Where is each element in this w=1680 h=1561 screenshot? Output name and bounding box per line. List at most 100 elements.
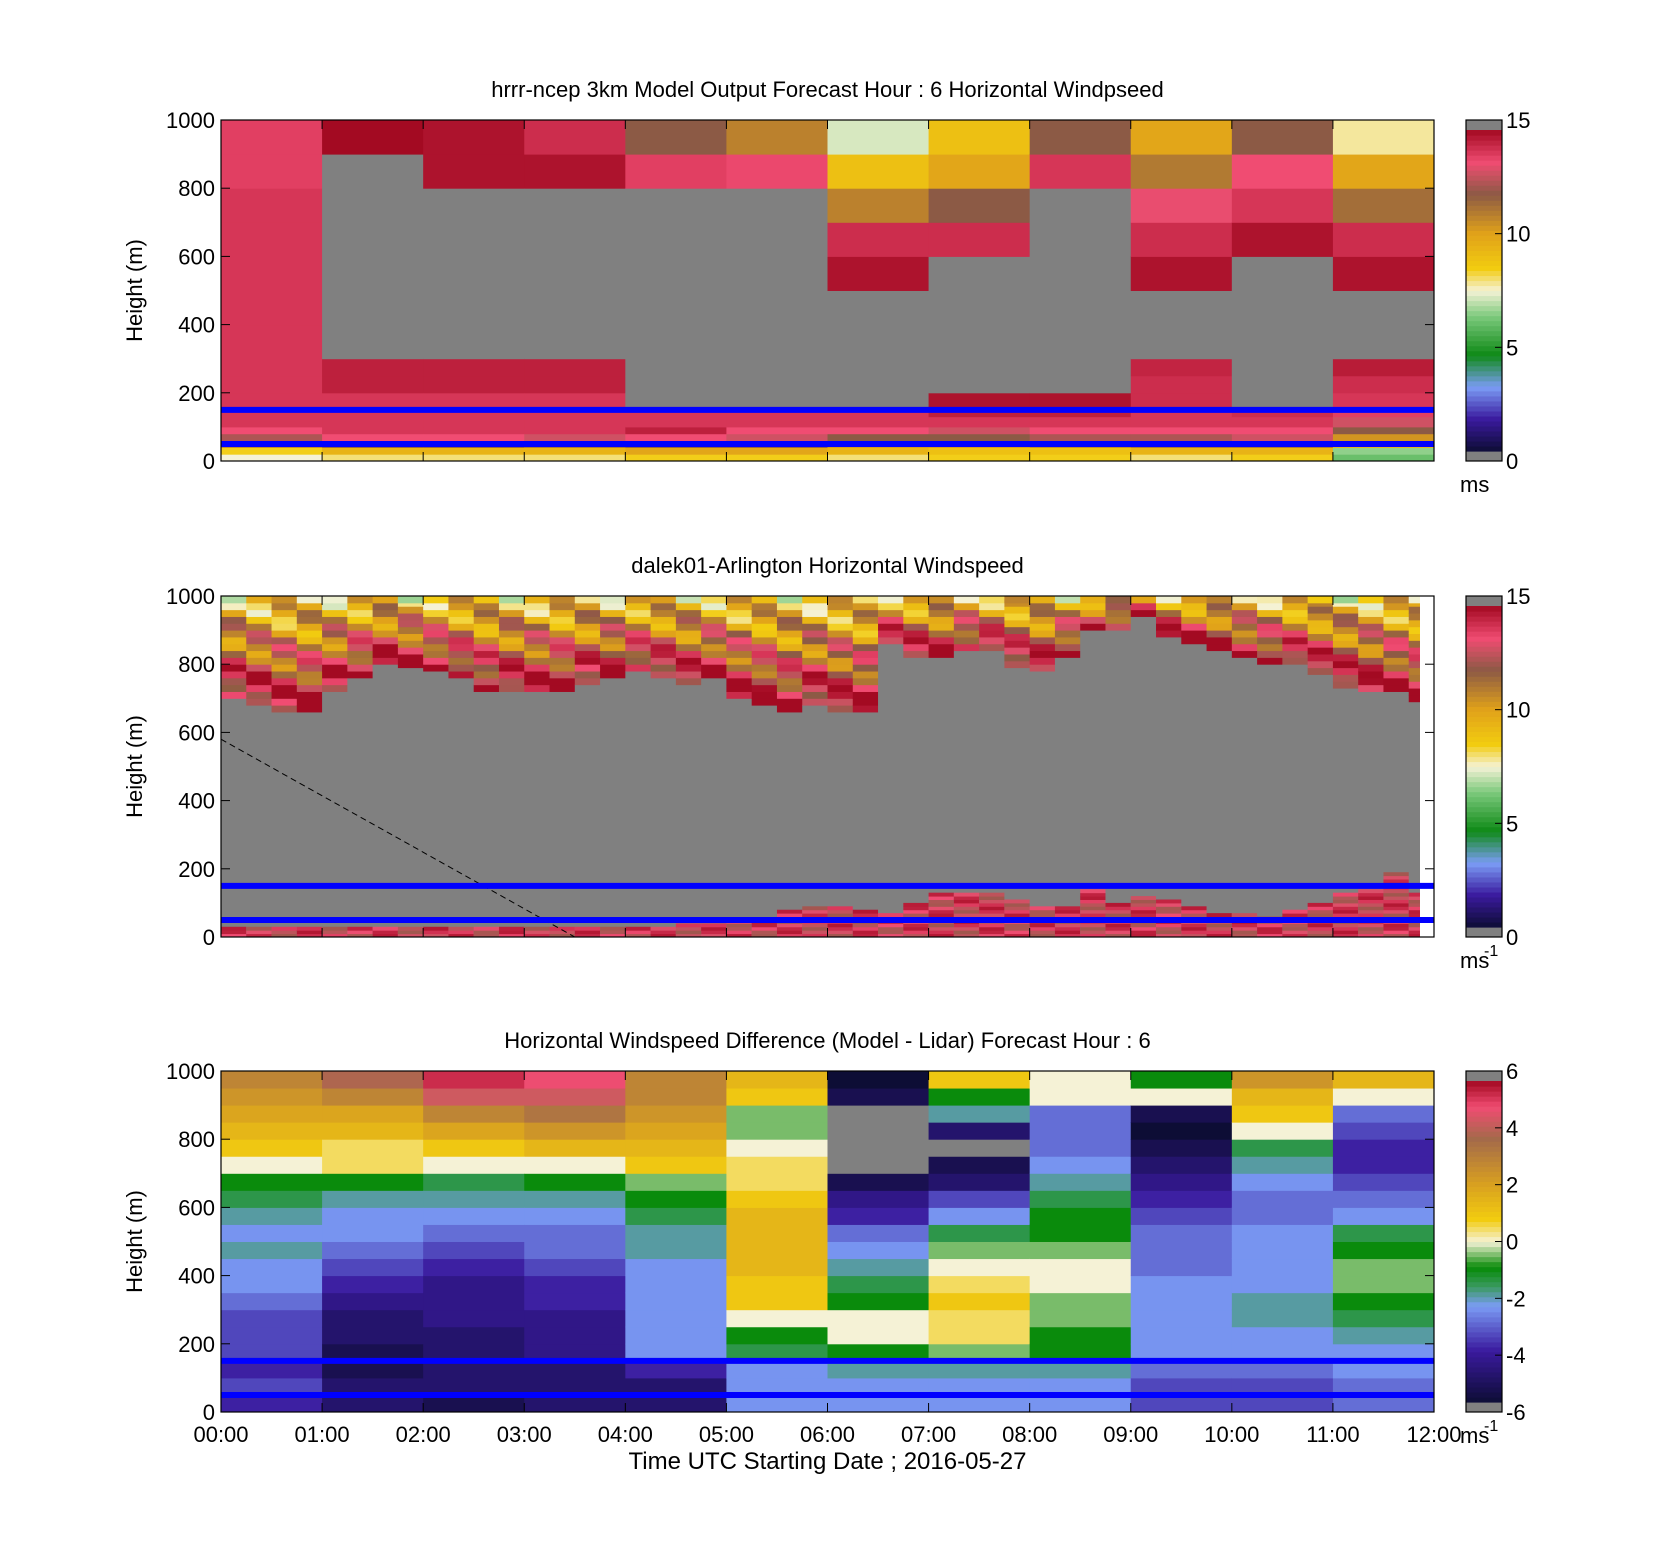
heatmap-cell bbox=[675, 602, 702, 611]
heatmap-cell bbox=[1029, 324, 1132, 360]
heatmap-cell bbox=[1054, 913, 1081, 918]
heatmap-cell bbox=[423, 616, 449, 624]
heatmap-cell bbox=[878, 923, 904, 928]
heatmap-cell bbox=[423, 1241, 525, 1260]
heatmap-cell bbox=[1206, 913, 1233, 918]
heatmap-cell bbox=[1156, 602, 1182, 611]
heatmap-cell bbox=[928, 596, 955, 604]
y-tick-label: 200 bbox=[178, 381, 215, 406]
heatmap-cell bbox=[625, 602, 652, 611]
heatmap-cell bbox=[1332, 188, 1434, 223]
heatmap-cell bbox=[776, 677, 803, 686]
heatmap-cell bbox=[827, 677, 854, 686]
colorbar-swatch bbox=[1466, 1196, 1502, 1202]
heatmap-cell bbox=[448, 636, 475, 645]
heatmap-cell bbox=[979, 636, 1005, 645]
x-axis: 00:00 01:00 02:00 03:00 04:00 05:00 06:00 07:00… bbox=[193, 1071, 1462, 1447]
heatmap-cell bbox=[473, 671, 500, 679]
colorbar-swatch bbox=[1466, 1371, 1502, 1378]
heatmap-cell bbox=[776, 596, 803, 604]
heatmap-cell bbox=[1332, 1377, 1434, 1396]
heatmap-cell bbox=[1130, 1071, 1233, 1089]
missing-region bbox=[827, 711, 854, 937]
heatmap-cell bbox=[221, 684, 247, 692]
heatmap-cell bbox=[1029, 1377, 1132, 1396]
heatmap-cell bbox=[903, 643, 930, 652]
heatmap-cell bbox=[347, 657, 374, 665]
heatmap-cell bbox=[1029, 1292, 1132, 1311]
heatmap-cell bbox=[549, 636, 576, 645]
heatmap-cell bbox=[1383, 923, 1410, 928]
heatmap-cell bbox=[751, 636, 778, 645]
heatmap-cell bbox=[1029, 1156, 1132, 1174]
heatmap-cell bbox=[827, 616, 854, 624]
heatmap-cell bbox=[524, 671, 551, 679]
y-tick-label: 800 bbox=[178, 1127, 215, 1152]
heatmap-cell bbox=[701, 616, 727, 624]
heatmap-cell bbox=[423, 926, 449, 931]
heatmap-cell bbox=[1105, 616, 1132, 624]
colorbar-swatch bbox=[1466, 280, 1502, 287]
heatmap-cell bbox=[726, 671, 753, 679]
heatmap-cell bbox=[675, 657, 702, 665]
colorbar-tick-label: 0 bbox=[1506, 1230, 1518, 1255]
heatmap-cell bbox=[979, 930, 1005, 935]
heatmap-cell bbox=[1004, 930, 1031, 935]
colorbar-swatch bbox=[1466, 1266, 1502, 1273]
heatmap-cell bbox=[675, 671, 702, 679]
heatmap-cell bbox=[296, 602, 323, 611]
heatmap-cell bbox=[701, 926, 727, 931]
heatmap-cell bbox=[1332, 647, 1359, 655]
colorbar-swatch bbox=[1466, 235, 1502, 241]
heatmap-cell bbox=[1231, 1394, 1334, 1412]
heatmap-cell bbox=[928, 933, 955, 937]
heatmap-cell bbox=[1181, 909, 1208, 914]
heatmap-cell bbox=[423, 1343, 525, 1362]
heatmap-cell bbox=[524, 677, 551, 686]
heatmap-cell bbox=[953, 602, 980, 611]
heatmap-cell bbox=[852, 616, 879, 624]
heatmap-cell bbox=[524, 375, 626, 394]
heatmap-cell bbox=[928, 1122, 1031, 1140]
heatmap-cell bbox=[1029, 1275, 1132, 1294]
heatmap-cell bbox=[625, 375, 727, 394]
heatmap-cell bbox=[928, 1258, 1031, 1277]
heatmap-cell bbox=[1156, 630, 1182, 638]
heatmap-cell bbox=[1231, 636, 1258, 645]
heatmap-cell bbox=[221, 1241, 323, 1260]
heatmap-cell bbox=[1029, 643, 1056, 652]
heatmap-cell bbox=[726, 1309, 828, 1328]
colorbar-swatch bbox=[1466, 150, 1502, 156]
heatmap-cell bbox=[423, 358, 525, 377]
colorbar-swatch bbox=[1466, 871, 1502, 878]
heatmap-cell bbox=[726, 154, 828, 189]
heatmap-cell bbox=[827, 664, 854, 672]
heatmap-cell bbox=[397, 933, 424, 937]
colorbar-swatch bbox=[1466, 140, 1502, 146]
heatmap-cell bbox=[448, 630, 475, 638]
heatmap-cell bbox=[726, 609, 753, 617]
heatmap-cell bbox=[852, 609, 879, 617]
colorbar-swatch bbox=[1466, 370, 1502, 377]
heatmap-cell bbox=[726, 392, 828, 407]
heatmap-cell bbox=[221, 1088, 323, 1106]
heatmap-cell bbox=[979, 892, 1005, 897]
y-tick-label: 600 bbox=[178, 720, 215, 745]
heatmap-cell bbox=[600, 926, 626, 931]
heatmap-cell bbox=[726, 657, 753, 665]
colorbar-swatch bbox=[1466, 806, 1502, 813]
heatmap-cell bbox=[1383, 909, 1410, 914]
heatmap-cell bbox=[600, 643, 626, 652]
heatmap-cell bbox=[397, 596, 424, 604]
heatmap-cell bbox=[953, 623, 980, 631]
heatmap-cell bbox=[1080, 899, 1106, 904]
heatmap-cell bbox=[802, 630, 828, 638]
heatmap-cell bbox=[1358, 664, 1384, 672]
colorbar-swatch bbox=[1466, 430, 1502, 437]
heatmap-cell bbox=[221, 1156, 323, 1174]
colorbar-swatch bbox=[1466, 1306, 1502, 1313]
heatmap-cell bbox=[246, 691, 273, 699]
colorbar-swatch bbox=[1466, 736, 1502, 743]
